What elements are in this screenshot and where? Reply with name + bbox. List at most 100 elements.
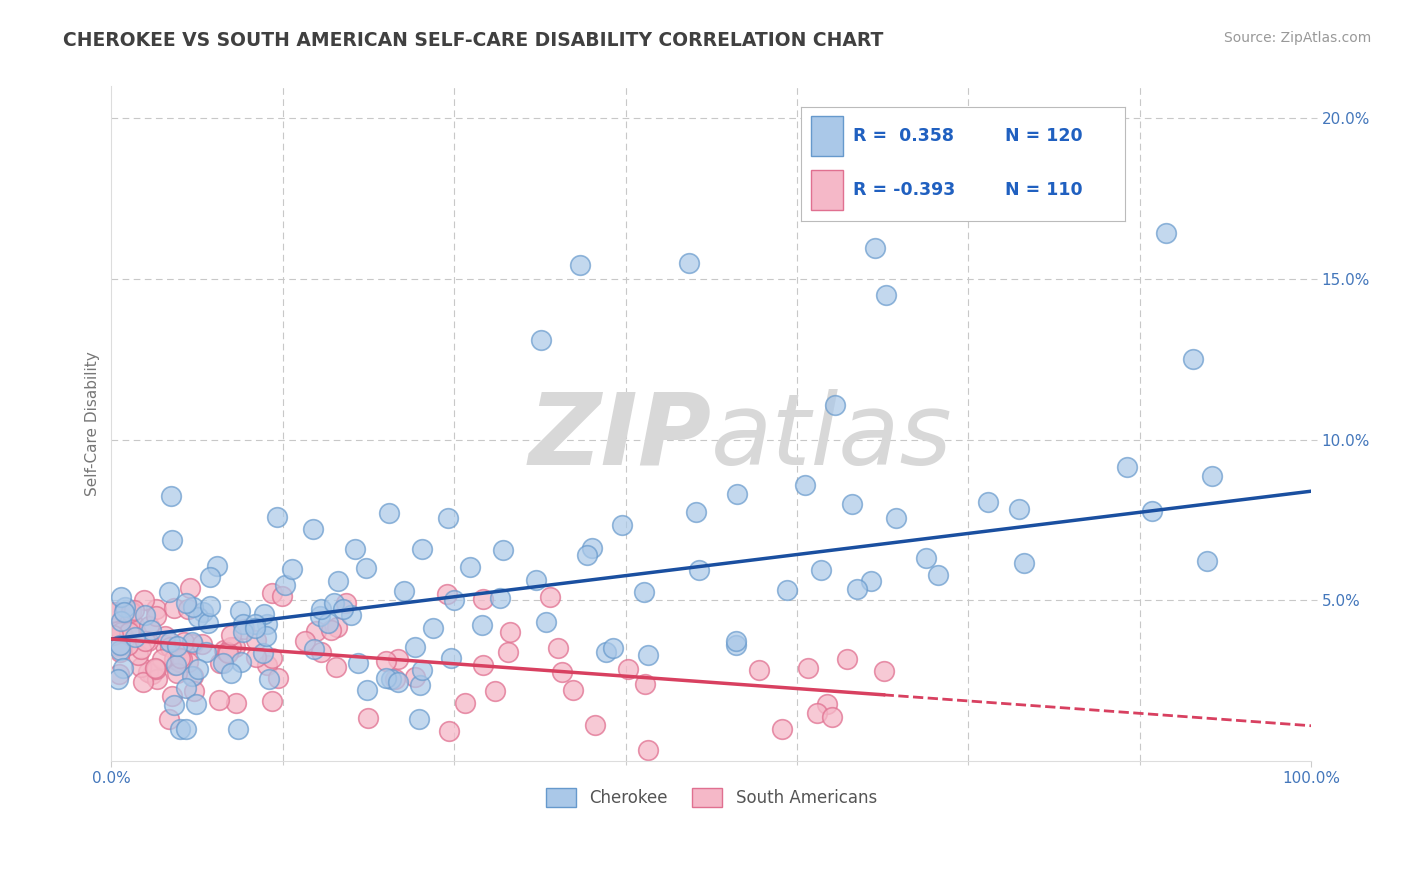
Point [260, 586, 283, 600]
Point [245, 633, 267, 648]
Text: atlas: atlas [711, 389, 953, 486]
Point [176, 602, 198, 616]
Point [547, 640, 569, 655]
Point [160, 489, 183, 503]
Point [138, 619, 160, 633]
Point [208, 657, 231, 671]
Point [305, 624, 328, 638]
Point [845, 582, 868, 596]
Point [678, 256, 700, 270]
Point [169, 722, 191, 736]
Point [437, 511, 460, 525]
Point [309, 645, 332, 659]
Point [162, 689, 184, 703]
Point [111, 629, 134, 643]
Point [118, 625, 141, 640]
Point [602, 641, 624, 656]
Point [375, 654, 398, 668]
Point [110, 614, 132, 628]
Point [304, 642, 326, 657]
Point [1116, 459, 1139, 474]
Point [120, 606, 142, 620]
Point [633, 585, 655, 599]
Point [538, 590, 561, 604]
Text: ZIP: ZIP [529, 389, 711, 486]
Point [356, 683, 378, 698]
Point [122, 603, 145, 617]
Point [190, 637, 212, 651]
Point [335, 596, 357, 610]
Point [212, 642, 235, 657]
Point [824, 398, 846, 412]
Point [145, 608, 167, 623]
Y-axis label: Self-Care Disability: Self-Care Disability [86, 351, 100, 496]
Point [187, 610, 209, 624]
Point [166, 639, 188, 653]
Point [266, 509, 288, 524]
Point [437, 724, 460, 739]
Point [145, 602, 167, 616]
Point [262, 650, 284, 665]
Point [169, 656, 191, 670]
Point [141, 624, 163, 638]
Point [232, 616, 254, 631]
Point [772, 722, 794, 736]
Point [115, 624, 138, 639]
Point [110, 591, 132, 605]
Point [576, 548, 599, 562]
Point [499, 624, 522, 639]
Text: CHEROKEE VS SOUTH AMERICAN SELF-CARE DISABILITY CORRELATION CHART: CHEROKEE VS SOUTH AMERICAN SELF-CARE DIS… [63, 31, 883, 50]
Point [260, 694, 283, 708]
Point [595, 645, 617, 659]
Point [1201, 469, 1223, 483]
Point [187, 662, 209, 676]
Point [724, 638, 747, 652]
Point [569, 258, 592, 272]
Point [198, 599, 221, 614]
Point [232, 624, 254, 639]
Point [179, 581, 201, 595]
Point [110, 624, 132, 639]
Point [859, 574, 882, 588]
Point [1012, 557, 1035, 571]
Point [323, 596, 346, 610]
Point [217, 646, 239, 660]
Point [183, 669, 205, 683]
Point [332, 601, 354, 615]
Point [159, 635, 181, 649]
Point [134, 607, 156, 622]
Point [610, 518, 633, 533]
Point [394, 584, 416, 599]
Point [198, 570, 221, 584]
Point [143, 661, 166, 675]
Point [224, 640, 246, 654]
Point [1154, 226, 1177, 240]
Point [169, 650, 191, 665]
Point [443, 593, 465, 607]
Point [488, 591, 510, 605]
Point [253, 607, 276, 621]
Point [884, 510, 907, 524]
Point [378, 506, 401, 520]
Point [107, 640, 129, 654]
Point [108, 644, 131, 658]
Point [492, 543, 515, 558]
Point [256, 617, 278, 632]
Point [484, 684, 506, 698]
Point [155, 629, 177, 643]
Point [927, 568, 949, 582]
Point [316, 615, 339, 630]
Point [211, 656, 233, 670]
Point [387, 674, 409, 689]
Point [197, 616, 219, 631]
Point [806, 706, 828, 720]
Point [374, 671, 396, 685]
Point [530, 333, 553, 347]
Point [101, 628, 124, 642]
Point [163, 652, 186, 666]
Point [129, 660, 152, 674]
Point [835, 652, 858, 666]
Point [134, 593, 156, 607]
Point [117, 610, 139, 624]
Point [617, 662, 640, 676]
